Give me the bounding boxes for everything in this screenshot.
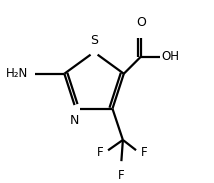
Text: OH: OH: [161, 50, 179, 63]
Text: F: F: [141, 146, 147, 159]
Text: N: N: [70, 114, 80, 127]
Text: H₂N: H₂N: [6, 67, 28, 80]
Text: F: F: [97, 146, 103, 159]
Text: F: F: [118, 169, 125, 182]
Text: S: S: [90, 33, 98, 46]
Text: O: O: [136, 16, 146, 29]
